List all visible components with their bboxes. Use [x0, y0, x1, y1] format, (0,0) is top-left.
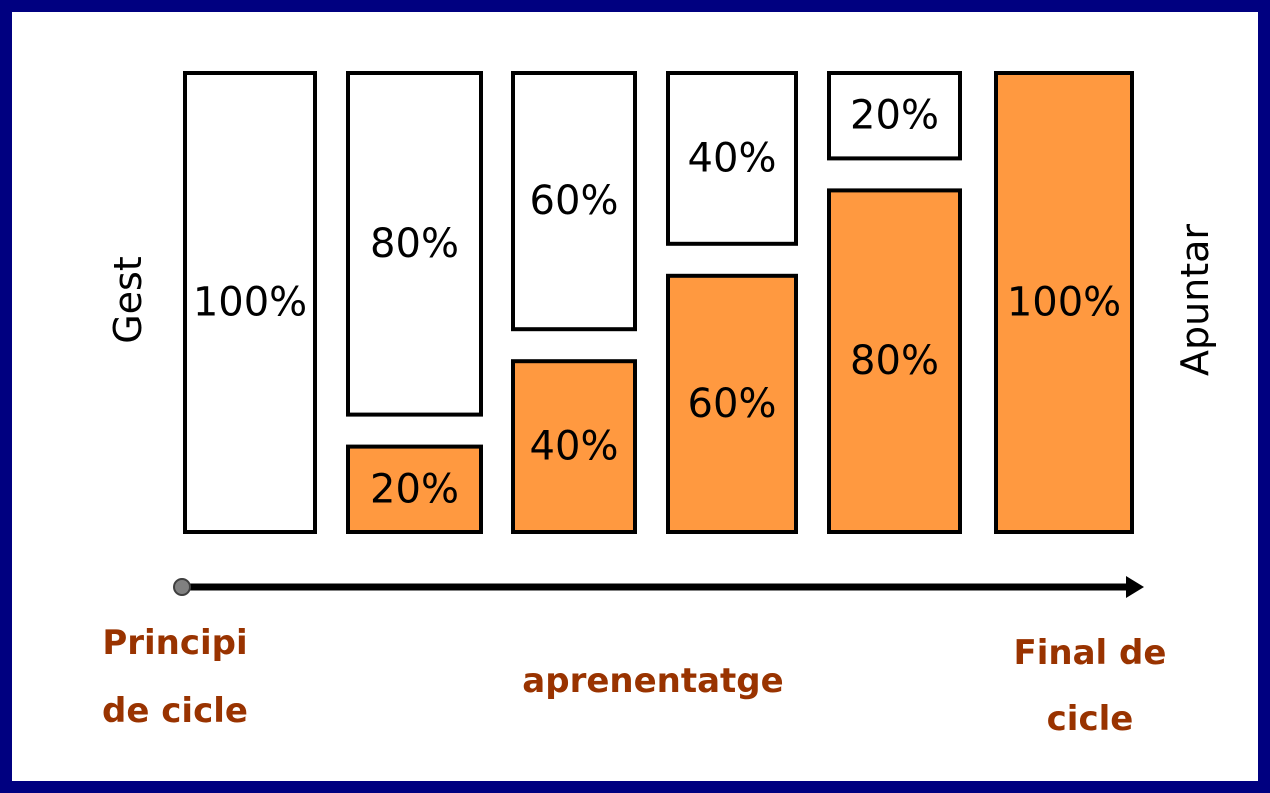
- apuntar-bar-6: [994, 71, 1134, 534]
- bars-group: 100% 80% 20% 60% 40% 40% 60% 20% 80% 100%: [183, 71, 1134, 535]
- start-label-line1: Principi: [102, 623, 247, 663]
- gest-bar-label-1: 100%: [193, 280, 307, 326]
- apuntar-bar-label-5: 80%: [850, 338, 939, 384]
- apuntar-bar-3: [511, 359, 637, 535]
- apuntar-bar-label-6: 100%: [1007, 280, 1121, 326]
- apuntar-bar-label-2: 20%: [370, 466, 459, 512]
- gest-bar-4: [666, 71, 798, 246]
- apuntar-bar-label-4: 60%: [688, 381, 777, 427]
- gest-bar-5: [827, 71, 962, 161]
- gest-bar-label-5: 20%: [850, 93, 939, 139]
- apuntar-bar-4: [666, 273, 798, 534]
- middle-label: aprenentatge: [522, 661, 783, 701]
- start-label-line2: de cicle: [102, 691, 248, 731]
- end-label-line1: Final de: [1014, 633, 1167, 673]
- gest-bar-label-2: 80%: [370, 221, 459, 267]
- timeline-arrow-head: [1126, 576, 1144, 598]
- apuntar-bar-label-3: 40%: [530, 424, 619, 470]
- apuntar-label: Apuntar: [1173, 224, 1217, 376]
- gest-bar-label-4: 40%: [688, 135, 777, 181]
- apuntar-bar-5: [827, 188, 962, 534]
- gest-bar-2: [346, 71, 483, 417]
- gest-label: Gest: [106, 256, 150, 344]
- gest-bar-label-3: 60%: [530, 178, 619, 224]
- gest-bar-3: [511, 71, 637, 332]
- gest-bar-1: [183, 71, 317, 534]
- apuntar-bar-2: [346, 444, 483, 535]
- timeline-start-dot: [173, 578, 191, 596]
- end-label-line2: cicle: [1047, 699, 1134, 739]
